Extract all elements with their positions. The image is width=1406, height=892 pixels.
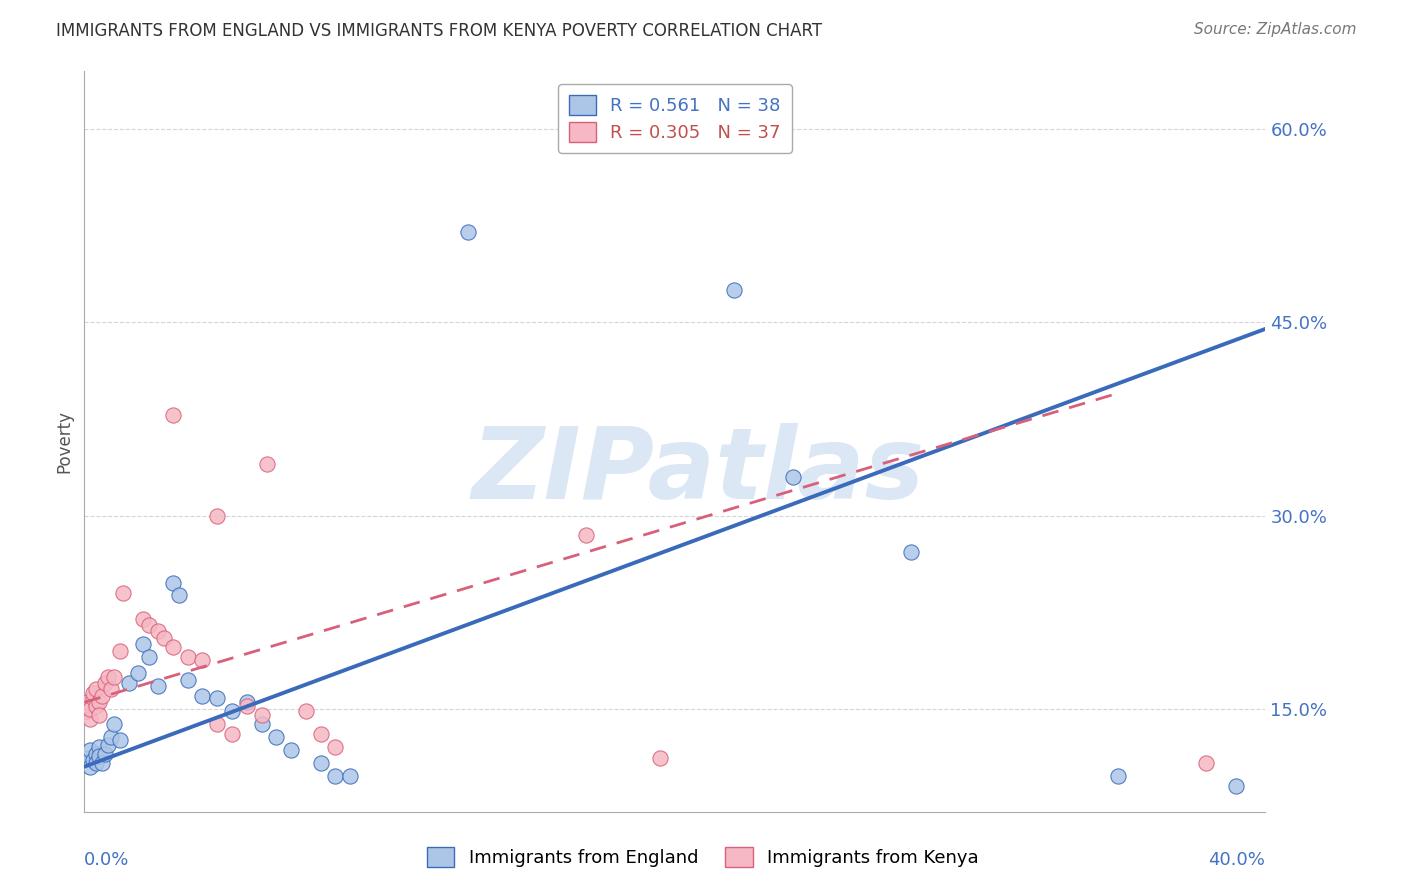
Point [148,679,170,693]
Point [87,708,111,723]
Point [575,528,598,542]
Point [723,283,745,297]
Point [91,689,114,703]
Point [266,730,288,744]
Point [256,457,278,471]
Point [84,699,107,714]
Point [97,669,120,683]
Point [191,689,214,703]
Legend: R = 0.561   N = 38, R = 0.305   N = 37: R = 0.561 N = 38, R = 0.305 N = 37 [558,84,792,153]
Point [177,673,200,688]
Point [177,650,200,665]
Point [94,747,117,761]
Point [76,704,98,718]
Point [84,747,107,761]
Point [167,588,190,602]
Point [1107,769,1129,783]
Point [79,702,101,716]
Point [650,750,672,764]
Point [82,686,104,700]
Point [91,756,114,770]
Point [79,743,101,757]
Point [103,669,125,683]
Point [138,618,160,632]
Point [153,631,176,645]
Point [87,695,111,709]
Point [100,682,122,697]
Point [97,738,120,752]
Point [132,611,155,625]
Text: 40.0%: 40.0% [1209,851,1265,869]
Point [162,408,184,422]
Point [87,749,111,764]
Point [108,732,131,747]
Point [295,704,318,718]
Point [79,712,101,726]
Point [221,704,243,718]
Point [84,682,107,697]
Point [118,676,141,690]
Point [76,695,98,709]
Point [94,676,117,690]
Point [111,586,134,600]
Point [103,717,125,731]
Point [84,756,107,770]
Point [250,717,273,731]
Point [79,759,101,773]
Legend: Immigrants from England, Immigrants from Kenya: Immigrants from England, Immigrants from… [420,839,986,874]
Point [76,750,98,764]
Point [108,644,131,658]
Point [236,695,259,709]
Point [236,699,259,714]
Text: ZIPatlas: ZIPatlas [472,423,925,520]
Point [900,544,922,558]
Text: Source: ZipAtlas.com: Source: ZipAtlas.com [1194,22,1357,37]
Point [162,575,184,590]
Point [339,769,361,783]
Point [148,624,170,639]
Point [82,691,104,706]
Point [250,708,273,723]
Point [325,740,347,755]
Point [127,665,149,680]
Point [207,691,229,706]
Point [1195,756,1218,770]
Point [1225,779,1247,793]
Point [100,730,122,744]
Point [221,727,243,741]
Point [280,743,302,757]
Text: IMMIGRANTS FROM ENGLAND VS IMMIGRANTS FROM KENYA POVERTY CORRELATION CHART: IMMIGRANTS FROM ENGLAND VS IMMIGRANTS FR… [56,22,823,40]
Point [457,225,479,239]
Point [309,756,332,770]
Point [782,470,804,484]
Y-axis label: Poverty: Poverty [55,410,73,473]
Point [87,740,111,755]
Point [82,753,104,767]
Point [191,653,214,667]
Point [325,769,347,783]
Point [162,640,184,654]
Point [309,727,332,741]
Text: 0.0%: 0.0% [84,851,129,869]
Point [138,650,160,665]
Point [207,717,229,731]
Point [132,637,155,651]
Point [207,508,229,523]
